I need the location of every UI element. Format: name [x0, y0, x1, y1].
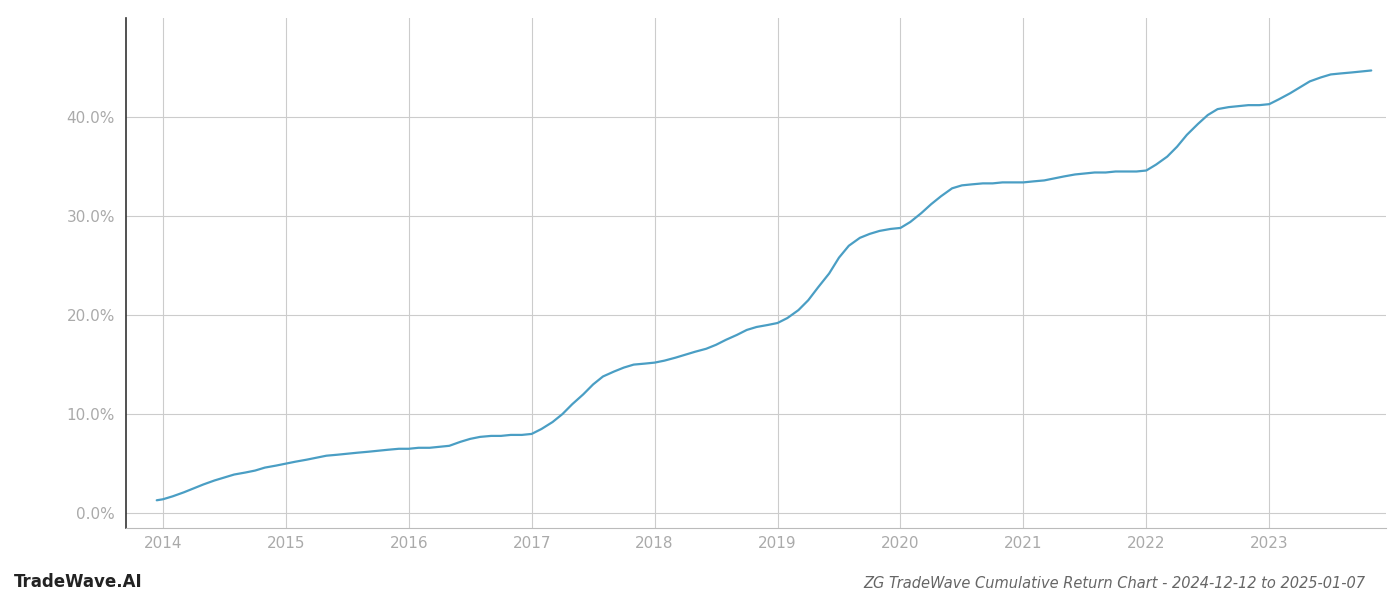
Text: ZG TradeWave Cumulative Return Chart - 2024-12-12 to 2025-01-07: ZG TradeWave Cumulative Return Chart - 2… — [862, 576, 1365, 591]
Text: TradeWave.AI: TradeWave.AI — [14, 573, 143, 591]
